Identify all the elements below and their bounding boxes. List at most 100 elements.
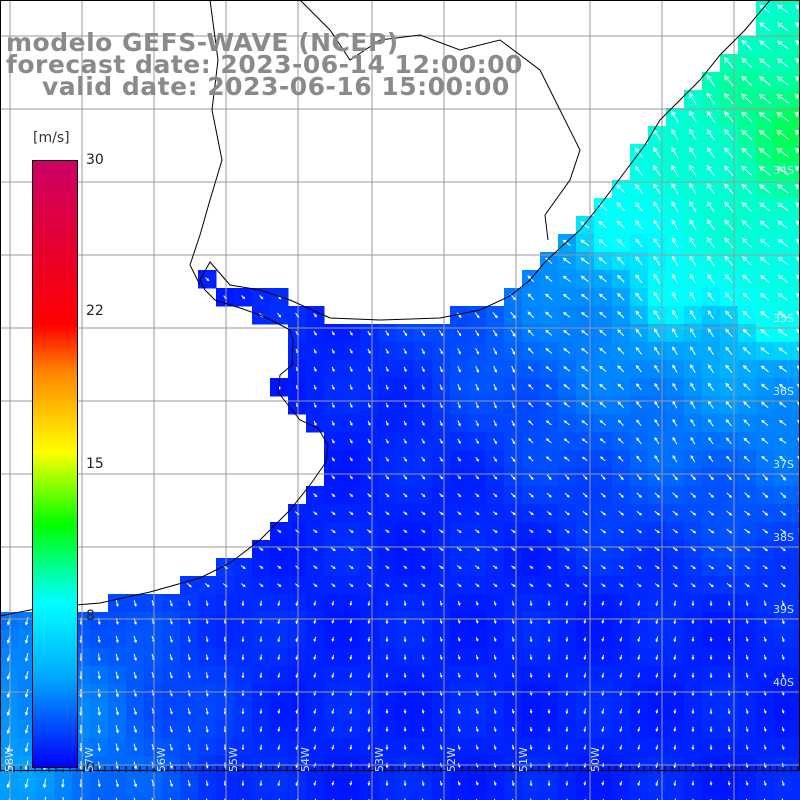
wind-arrow	[439, 708, 443, 715]
wind-arrow	[241, 744, 245, 751]
wind-arrow	[637, 744, 641, 751]
wind-arrow	[26, 796, 29, 800]
wind-arrow	[761, 419, 769, 426]
wind-arrow	[331, 690, 335, 697]
wind-arrow	[794, 40, 800, 46]
wind-arrow	[403, 726, 407, 733]
wind-arrow	[421, 529, 426, 533]
wind-arrow	[475, 383, 479, 392]
wind-arrow	[654, 419, 660, 427]
wind-arrow	[601, 690, 605, 697]
wind-cell	[792, 414, 800, 433]
lat-label: 34S	[773, 164, 794, 177]
wind-arrow	[403, 654, 407, 661]
wind-arrow	[493, 347, 497, 355]
wind-arrow	[421, 456, 425, 462]
wind-arrow	[776, 147, 790, 158]
wind-arrow	[24, 688, 29, 698]
wind-arrow	[672, 565, 678, 569]
wind-arrow	[707, 255, 715, 266]
wind-arrow	[528, 492, 534, 498]
wind-arrow	[493, 636, 497, 643]
wind-arrow	[403, 709, 407, 714]
colorbar-tick: 0	[86, 760, 95, 776]
wind-arrow	[24, 652, 29, 662]
wind-cell	[252, 792, 271, 800]
wind-arrow	[654, 346, 660, 355]
wind-arrow	[511, 654, 515, 661]
wind-arrow	[493, 365, 497, 373]
wind-arrow	[653, 165, 661, 177]
wind-arrow	[563, 402, 571, 408]
wind-arrow	[708, 564, 715, 570]
wind-arrow	[421, 348, 425, 355]
wind-arrow	[691, 708, 695, 715]
lon-label: 51W	[517, 747, 530, 772]
wind-cell	[0, 792, 19, 800]
wind-arrow	[727, 690, 731, 697]
wind-arrow	[654, 510, 661, 516]
wind-arrow	[133, 779, 137, 788]
wind-arrow	[601, 744, 605, 751]
wind-arrow	[780, 583, 786, 588]
wind-arrow	[708, 437, 714, 445]
wind-arrow	[742, 292, 752, 301]
wind-arrow	[331, 780, 335, 786]
wind-arrow	[259, 780, 263, 787]
wind-arrow	[529, 565, 534, 569]
wind-arrow	[529, 600, 533, 607]
wind-arrow	[635, 201, 643, 212]
wind-arrow	[295, 654, 299, 661]
wind-arrow	[331, 672, 335, 679]
wind-arrow	[349, 402, 353, 409]
wind-arrow	[169, 690, 173, 697]
wind-cell	[792, 378, 800, 397]
wind-arrow	[330, 511, 336, 516]
lon-label: 54W	[299, 747, 312, 772]
wind-arrow	[724, 147, 734, 159]
wind-arrow	[564, 511, 570, 516]
wind-arrow	[422, 798, 424, 800]
lat-label: 37S	[773, 458, 794, 471]
wind-arrow	[511, 780, 515, 787]
wind-arrow	[583, 619, 587, 624]
wind-arrow	[277, 312, 282, 318]
wind-arrow	[475, 456, 479, 462]
wind-arrow	[366, 511, 372, 516]
wind-arrow	[545, 347, 553, 354]
wind-arrow	[349, 780, 353, 786]
wind-arrow	[439, 726, 443, 733]
wind-arrow	[601, 636, 605, 642]
wind-arrow	[741, 238, 752, 248]
wind-cell	[792, 360, 800, 379]
wind-arrow	[277, 708, 281, 715]
wind-arrow	[475, 690, 479, 697]
wind-arrow	[741, 201, 752, 212]
wind-cell	[792, 648, 800, 667]
wind-arrow	[475, 402, 479, 409]
wind-arrow	[367, 636, 371, 643]
wind-arrow	[421, 384, 425, 391]
wind-arrow	[671, 146, 679, 159]
wind-arrow	[762, 510, 769, 516]
wind-cell	[792, 198, 800, 217]
wind-arrow	[671, 273, 679, 284]
wind-cell	[702, 792, 721, 800]
wind-arrow	[763, 708, 767, 714]
wind-arrow	[348, 529, 354, 534]
wind-arrow	[530, 798, 532, 800]
wind-arrow	[456, 529, 462, 534]
wind-arrow	[616, 274, 625, 283]
wind-cell	[792, 468, 800, 487]
wind-arrow	[438, 547, 444, 551]
wind-arrow	[421, 366, 425, 373]
wind-arrow	[636, 583, 642, 588]
colorbar-unit: [m/s]	[33, 130, 70, 146]
wind-arrow	[404, 798, 406, 800]
valid-date: valid date: 2023-06-16 15:00:00	[42, 72, 510, 101]
wind-cell	[288, 792, 307, 800]
wind-arrow	[794, 165, 800, 172]
wind-arrow	[546, 474, 552, 481]
wind-arrow	[277, 600, 281, 607]
